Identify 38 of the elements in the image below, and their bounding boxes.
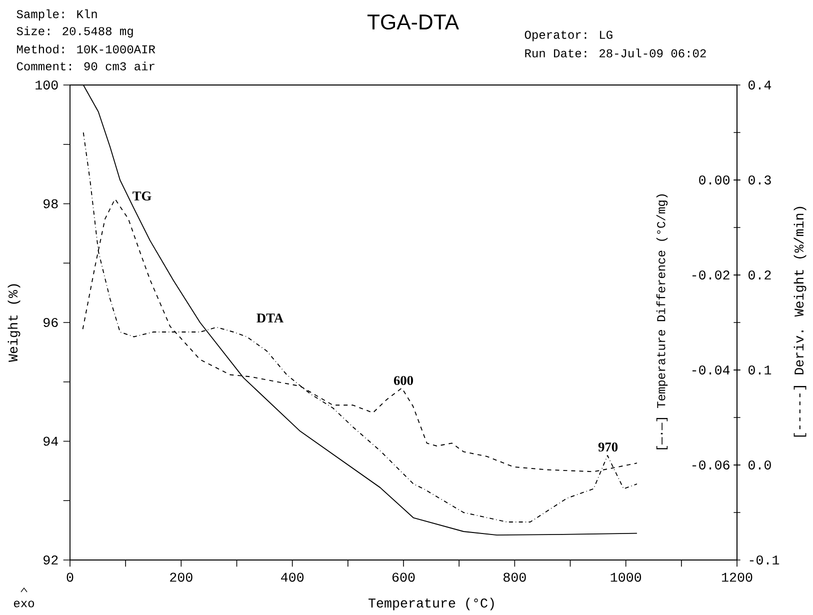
text: Comment: 90 cm3 air [16, 62, 154, 70]
text: Size: 20.5488 mg [16, 26, 133, 38]
y2-tick-label: 0.4 [748, 80, 772, 90]
y2-tick-label: 0.1 [748, 365, 772, 375]
y3-tick-label: 0.00 [699, 175, 730, 185]
x-tick-label: 0 [66, 572, 74, 582]
x-tick-label: 200 [170, 572, 192, 582]
y2-tick-label: 0.0 [748, 460, 771, 470]
y-tick-label: 96 [44, 318, 58, 328]
annotation: TG [132, 192, 152, 200]
y3-tick-label: -0.06 [692, 460, 730, 470]
x-tick-label: 400 [281, 572, 304, 582]
x-tick-label: 600 [392, 572, 415, 582]
text: Run Date: 28-Jul-09 06:02 [525, 48, 706, 58]
text: Sample: Kln [16, 9, 97, 21]
x-tick-label: 1200 [722, 572, 752, 582]
y3-tick-label: -0.04 [692, 365, 730, 375]
x-tick-label: 1000 [610, 572, 642, 582]
annotation: DTA [256, 314, 284, 322]
x-tick-label: 800 [504, 572, 526, 582]
y2-tick-label: 0.2 [748, 270, 771, 280]
y2-tick-label: -0.1 [750, 555, 780, 565]
text: Method: 10K-1000AIR [17, 44, 156, 54]
text: Operator: LG [524, 30, 612, 42]
y-tick-label: 100 [36, 80, 58, 90]
x-axis-title: Temperature (°C) [368, 598, 494, 610]
y-tick-label: 94 [44, 436, 58, 446]
chart-title: TGA-DTA [367, 14, 459, 30]
y2-axis-title: [-----] Deriv. Weight (%/min) [794, 206, 806, 437]
annotation: 600 [394, 376, 414, 386]
y2-tick-label: 0.3 [748, 175, 771, 185]
text: exo [14, 600, 34, 608]
y3-tick-label: -0.02 [692, 270, 730, 280]
y-tick-label: 98 [44, 199, 58, 208]
y-axis-title: Weight (%) [8, 284, 20, 362]
annotation: 970 [598, 442, 618, 452]
y3-axis-title: [—·—] Temperature Difference (°C/mg) [656, 194, 668, 450]
y-tick-label: 92 [44, 555, 58, 565]
